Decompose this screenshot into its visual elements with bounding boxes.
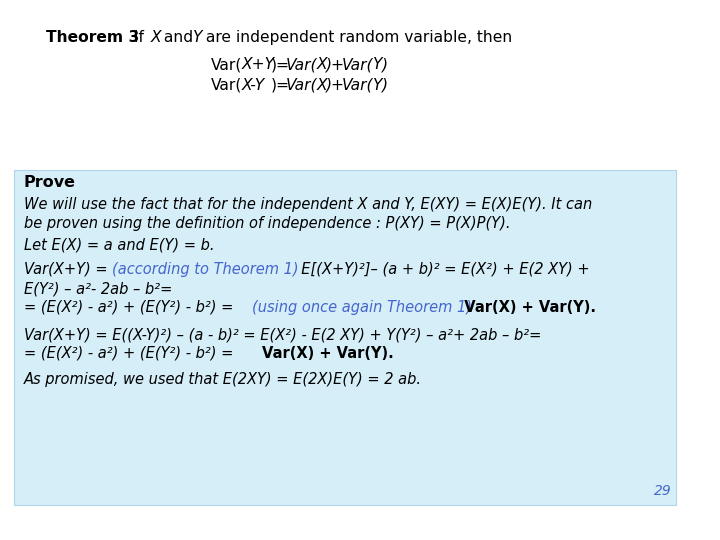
Text: (using once again Theorem 1): (using once again Theorem 1): [252, 300, 472, 315]
Text: (according to Theorem 1): (according to Theorem 1): [112, 262, 299, 277]
Text: Var(: Var(: [341, 78, 373, 93]
Text: ): ): [382, 57, 387, 72]
Text: )+: )+: [326, 78, 345, 93]
Text: Var(: Var(: [286, 78, 318, 93]
Text: Var(X) + Var(Y).: Var(X) + Var(Y).: [262, 346, 394, 361]
Text: be proven using the definition of independence : P(XY) = P(X)P(Y).: be proven using the definition of indepe…: [24, 216, 510, 231]
Text: Var(: Var(: [211, 78, 243, 93]
Text: X: X: [150, 30, 161, 45]
Text: are independent random variable, then: are independent random variable, then: [202, 30, 513, 45]
Text: )=: )=: [271, 78, 289, 93]
Text: E(Y²) – a²- 2ab – b²=: E(Y²) – a²- 2ab – b²=: [24, 281, 172, 296]
Text: Y: Y: [372, 78, 382, 93]
Text: As promised, we used that E(2XY) = E(2X)E(Y) = 2 ab.: As promised, we used that E(2XY) = E(2X)…: [24, 372, 422, 387]
Text: = (E(X²) - a²) + (E(Y²) - b²) =: = (E(X²) - a²) + (E(Y²) - b²) =: [24, 300, 233, 315]
Text: X-Y: X-Y: [242, 78, 265, 93]
Text: = (E(X²) - a²) + (E(Y²) - b²) =: = (E(X²) - a²) + (E(Y²) - b²) =: [24, 346, 238, 361]
FancyBboxPatch shape: [14, 170, 676, 505]
Text: Y: Y: [372, 57, 382, 72]
Text: If: If: [134, 30, 149, 45]
Text: We will use the fact that for the independent X and Y, E(XY) = E(X)E(Y). It can: We will use the fact that for the indepe…: [24, 197, 593, 212]
Text: Y: Y: [192, 30, 202, 45]
Text: 29: 29: [654, 484, 671, 498]
Text: and: and: [159, 30, 198, 45]
Text: Prove: Prove: [24, 175, 76, 190]
Text: X+Y: X+Y: [242, 57, 275, 72]
Text: Var(X+Y) = E((X-Y)²) – (a - b)² = E(X²) - E(2 XY) + Y(Y²) – a²+ 2ab – b²=: Var(X+Y) = E((X-Y)²) – (a - b)² = E(X²) …: [24, 327, 541, 342]
Text: )+: )+: [326, 57, 345, 72]
Text: Var(: Var(: [286, 57, 318, 72]
Text: Var(X+Y) =: Var(X+Y) =: [24, 262, 112, 277]
Text: Theorem 3: Theorem 3: [46, 30, 139, 45]
Text: )=: )=: [271, 57, 289, 72]
Text: E[(X+Y)²]– (a + b)² = E(X²) + E(2 XY) +: E[(X+Y)²]– (a + b)² = E(X²) + E(2 XY) +: [292, 262, 590, 277]
Text: Var(: Var(: [211, 57, 243, 72]
Text: Var(: Var(: [341, 57, 373, 72]
Text: X: X: [316, 78, 327, 93]
Text: ): ): [382, 78, 387, 93]
Text: Var(X) + Var(Y).: Var(X) + Var(Y).: [454, 300, 595, 315]
Text: X: X: [316, 57, 327, 72]
Text: Let E(X) = a and E(Y) = b.: Let E(X) = a and E(Y) = b.: [24, 237, 215, 252]
